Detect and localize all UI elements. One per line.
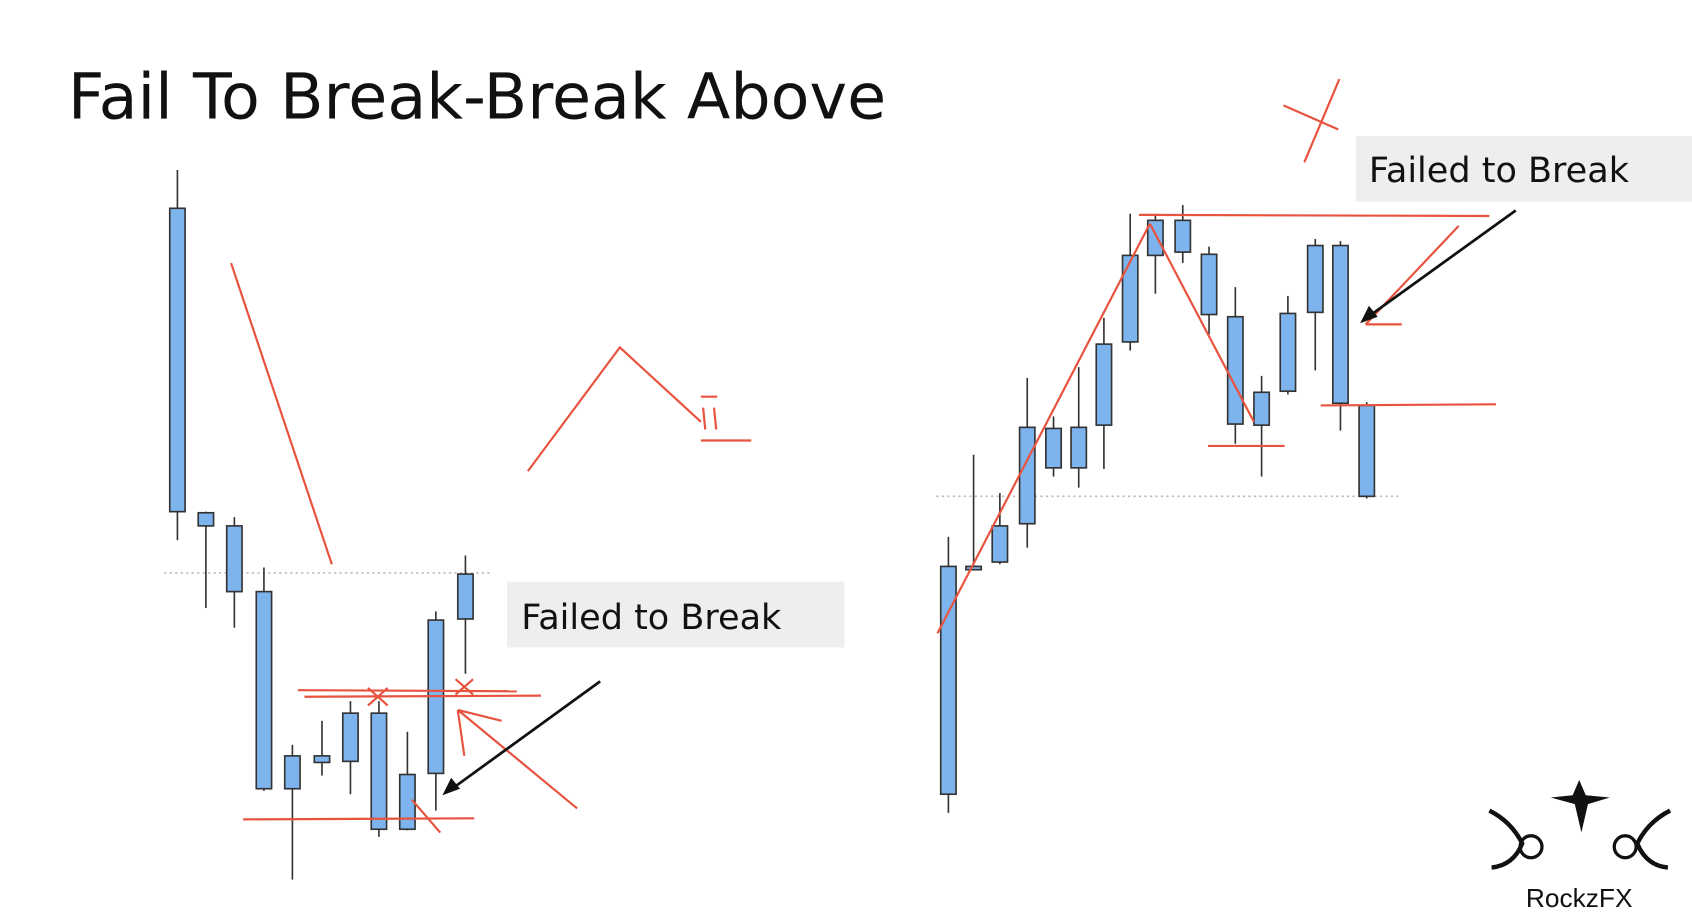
cross-mark xyxy=(1303,78,1341,163)
candle-body xyxy=(197,511,215,527)
logo-text: RockzFX xyxy=(1526,883,1633,913)
arrow-stroke xyxy=(456,709,466,757)
arrow-stroke xyxy=(410,798,442,834)
label-box xyxy=(507,581,845,648)
candle-body xyxy=(341,712,359,763)
pattern-stroke xyxy=(712,407,718,430)
candle-body xyxy=(1226,315,1244,425)
logo-emblem xyxy=(1612,834,1638,860)
label: Failed to Break xyxy=(1369,150,1630,191)
support-line xyxy=(1320,403,1496,407)
cross-mark xyxy=(367,687,389,707)
candle-body xyxy=(1279,312,1297,393)
candle-body xyxy=(283,755,301,790)
arrow-stroke xyxy=(457,708,502,722)
logo: RockzFX xyxy=(1488,779,1672,913)
candle-body xyxy=(1200,253,1218,316)
candle-body xyxy=(939,565,957,796)
support-line xyxy=(243,817,475,821)
arrow xyxy=(448,680,601,793)
candle-body xyxy=(965,565,983,571)
candle-body xyxy=(225,525,243,593)
candles xyxy=(168,169,1376,880)
candle-body xyxy=(255,590,273,790)
candle-body xyxy=(1018,426,1036,525)
candle-body xyxy=(1174,219,1192,253)
candle-body xyxy=(1121,254,1139,343)
candle-body xyxy=(1070,426,1088,469)
candle-body xyxy=(1358,404,1376,498)
pattern-stroke xyxy=(526,345,702,472)
label-box xyxy=(1355,136,1692,202)
resistance-line xyxy=(1138,213,1490,218)
cross-mark xyxy=(454,678,474,696)
logo-emblem xyxy=(1550,779,1610,833)
candle-body xyxy=(1253,391,1271,426)
title: Fail To Break-Break Above xyxy=(68,60,886,134)
resistance-line xyxy=(297,689,517,693)
trend-stroke xyxy=(1148,223,1255,423)
logo-emblem xyxy=(1518,834,1544,860)
candle-body xyxy=(1306,244,1324,314)
candle-body xyxy=(168,207,186,513)
cross-mark xyxy=(1283,104,1339,131)
candle-body xyxy=(370,712,388,831)
candle-body xyxy=(456,573,474,620)
label: Failed to Break xyxy=(521,597,782,638)
candle-body xyxy=(1331,244,1349,405)
candle-body xyxy=(991,525,1009,563)
candle-body xyxy=(1045,427,1063,469)
trend-stroke xyxy=(230,262,333,565)
pattern-stroke xyxy=(701,407,707,430)
candle-body xyxy=(1095,343,1113,426)
arrow-stroke xyxy=(457,709,578,810)
candle-body xyxy=(313,755,331,764)
arrow xyxy=(1365,209,1517,319)
trend-stroke xyxy=(936,223,1151,634)
resistance-line xyxy=(304,694,542,698)
arrow-head xyxy=(442,777,460,796)
arrow-head xyxy=(1360,305,1378,324)
annotations xyxy=(230,78,1517,834)
